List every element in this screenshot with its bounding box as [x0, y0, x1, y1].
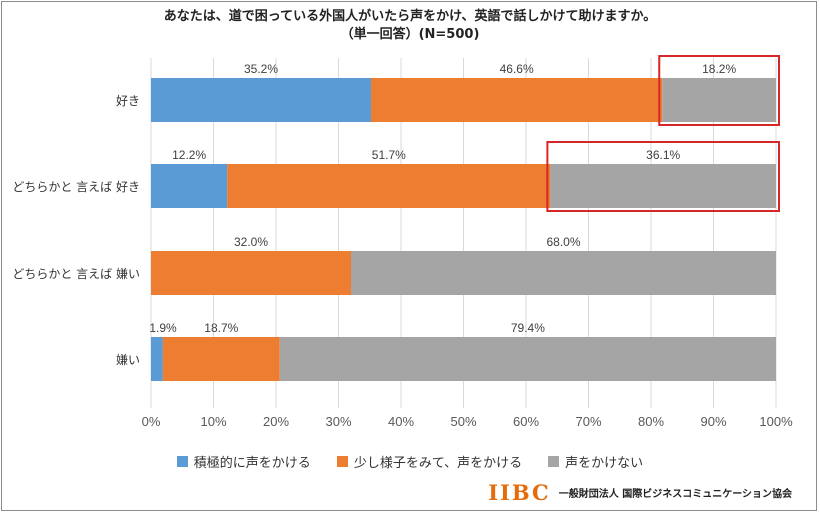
bar-segment [151, 251, 351, 295]
data-label: 18.2% [702, 62, 736, 76]
data-label: 32.0% [234, 235, 268, 249]
data-label: 12.2% [172, 148, 206, 162]
legend-label: 積極的に声をかける [193, 456, 311, 471]
highlight-box [546, 141, 780, 212]
brand-footer: IIBC 一般財団法人 国際ビジネスコミュニケーション協会 [488, 480, 792, 505]
legend-swatch [336, 456, 348, 467]
category-label: 嫌い [116, 353, 140, 367]
bar-segment [151, 164, 228, 208]
x-tick-label: 100% [759, 414, 793, 429]
data-label: 1.9% [149, 321, 177, 335]
data-label: 79.4% [511, 321, 545, 335]
legend: 積極的に声をかける 少し様子をみて、声をかける 声をかけない [0, 452, 820, 471]
bar-segment [162, 337, 280, 381]
chart-title: あなたは、道で困っている外国人がいたら声をかけ、英語で話しかけて助けますか。 （… [0, 8, 820, 44]
bar-segment [279, 337, 776, 381]
data-label: 18.7% [204, 321, 238, 335]
x-tick-label: 60% [513, 414, 539, 429]
bar-segment [662, 78, 776, 122]
x-tick-label: 50% [450, 414, 476, 429]
x-tick-label: 20% [263, 414, 289, 429]
bar-segment [151, 337, 163, 381]
legend-swatch [548, 456, 560, 467]
bar-segment [371, 78, 663, 122]
x-tick-label: 90% [700, 414, 726, 429]
highlight-box [658, 55, 780, 126]
bar-segment [351, 251, 776, 295]
category-label: どちらかと 言えば 嫌い [12, 267, 140, 281]
x-tick-label: 10% [200, 414, 226, 429]
x-tick-label: 80% [638, 414, 664, 429]
x-tick-label: 30% [325, 414, 351, 429]
category-label: 好き [116, 94, 140, 108]
chart-title-line1: あなたは、道で困っている外国人がいたら声をかけ、英語で話しかけて助けますか。 [163, 9, 657, 24]
legend-item: 積極的に声をかける [176, 452, 311, 471]
legend-swatch [176, 456, 188, 467]
data-label: 68.0% [546, 235, 580, 249]
iibc-logo: IIBC [488, 480, 551, 505]
legend-item: 少し様子をみて、声をかける [336, 452, 523, 471]
org-name: 一般財団法人 国際ビジネスコミュニケーション協会 [558, 489, 792, 500]
x-tick-label: 70% [575, 414, 601, 429]
legend-label: 声をかけない [565, 456, 644, 471]
legend-label: 少し様子をみて、声をかける [353, 456, 523, 471]
x-tick-label: 40% [388, 414, 414, 429]
data-label: 51.7% [372, 148, 406, 162]
category-label: どちらかと 言えば 好き [12, 180, 140, 194]
chart-title-line2: （単一回答）(N=500) [340, 27, 480, 42]
x-tick-label: 0% [142, 414, 161, 429]
bar-segment [550, 164, 776, 208]
data-label: 35.2% [244, 62, 278, 76]
bar-segment [227, 164, 551, 208]
bar-segment [151, 78, 371, 122]
data-label: 46.6% [500, 62, 534, 76]
data-label: 36.1% [646, 148, 680, 162]
legend-item: 声をかけない [548, 452, 643, 471]
